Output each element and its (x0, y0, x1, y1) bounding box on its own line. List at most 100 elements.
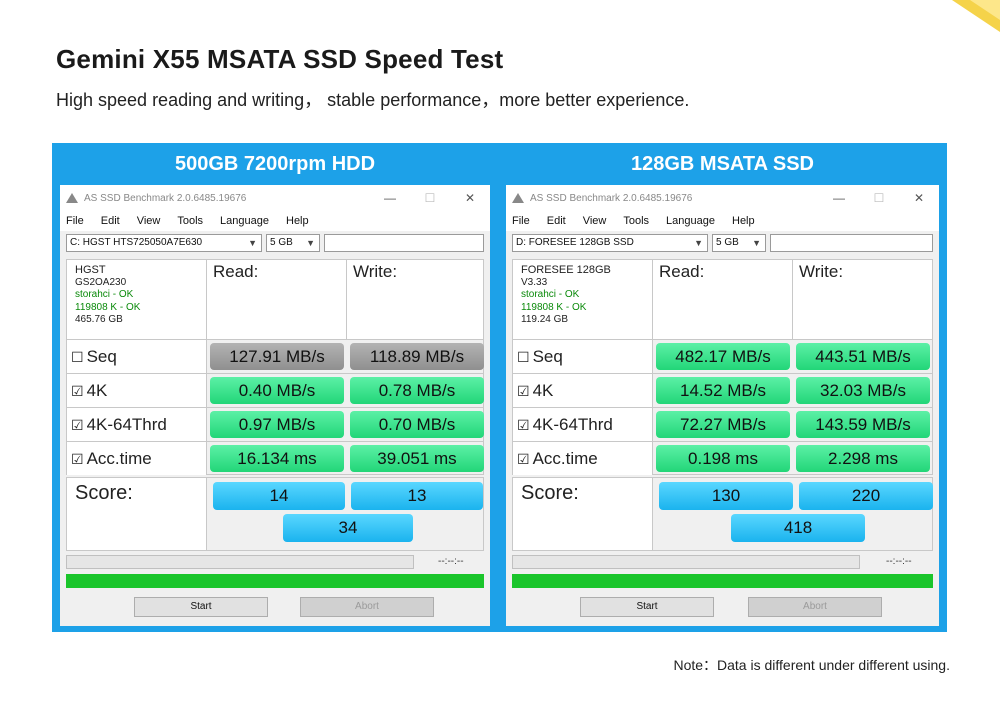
write-value: 118.89 MB/s (350, 343, 484, 370)
drive-select[interactable]: D: FORESEE 128GB SSD ▼ (512, 234, 708, 252)
test-label[interactable]: ☑ Acc.time (67, 442, 207, 475)
test-name: Seq (86, 347, 117, 366)
read-header: Read: (207, 260, 347, 340)
read-value: 0.97 MB/s (210, 411, 344, 438)
checkbox-icon[interactable]: ☑ (71, 417, 84, 433)
close-icon[interactable]: ✕ (464, 191, 476, 205)
status-bar (512, 574, 933, 588)
status-bar (66, 574, 484, 588)
test-label[interactable]: ☑ 4K (67, 374, 207, 407)
results-grid: HGST GS2OA230 storahci - OK 119808 K - O… (66, 259, 484, 475)
read-value: 16.134 ms (210, 445, 344, 472)
menu-file[interactable]: File (512, 215, 530, 227)
extra-field[interactable] (324, 234, 484, 252)
checkbox-icon[interactable]: ☐ (517, 349, 530, 365)
test-row-seq: ☐ Seq 127.91 MB/s 118.89 MB/s (67, 340, 484, 374)
abort-button[interactable]: Abort (300, 597, 434, 617)
score-read: 130 (659, 482, 793, 510)
window-titlebar: AS SSD Benchmark 2.0.6485.19676 — ☐ ✕ (506, 185, 939, 211)
menu-tools[interactable]: Tools (623, 215, 650, 227)
menu-help[interactable]: Help (286, 215, 309, 227)
start-button[interactable]: Start (134, 597, 268, 617)
close-icon[interactable]: ✕ (913, 191, 925, 205)
ssd-panel: 128GB MSATA SSD AS SSD Benchmark 2.0.648… (498, 143, 947, 632)
menu-help[interactable]: Help (732, 215, 755, 227)
menu-view[interactable]: View (136, 215, 161, 227)
size-select[interactable]: 5 GB ▼ (266, 234, 320, 252)
write-header: Write: (347, 260, 483, 340)
test-label[interactable]: ☑ 4K (513, 374, 653, 407)
window-title: AS SSD Benchmark 2.0.6485.19676 (84, 192, 247, 204)
checkbox-icon[interactable]: ☑ (517, 383, 530, 399)
test-label[interactable]: ☑ Acc.time (513, 442, 653, 475)
drive-name: HGST (75, 264, 106, 276)
alignment-status: 119808 K - OK (521, 301, 587, 313)
checkbox-icon[interactable]: ☑ (71, 383, 84, 399)
size-select-value: 5 GB (716, 237, 739, 248)
maximize-icon[interactable]: ☐ (873, 191, 885, 205)
test-label[interactable]: ☑ 4K-64Thrd (67, 408, 207, 441)
corner-tag-decoration (952, 0, 1000, 32)
menu-edit[interactable]: Edit (100, 215, 120, 227)
write-value: 0.78 MB/s (350, 377, 484, 404)
panel-banner: 500GB 7200rpm HDD (174, 153, 376, 175)
start-button[interactable]: Start (580, 597, 714, 617)
score-total: 418 (731, 514, 865, 542)
checkbox-icon[interactable]: ☑ (71, 451, 84, 467)
menu-bar: File Edit View Tools Language Help (506, 211, 939, 231)
test-label[interactable]: ☐ Seq (513, 340, 653, 373)
test-row-4k64: ☑ 4K-64Thrd 0.97 MB/s 0.70 MB/s (67, 408, 484, 442)
chevron-down-icon: ▼ (306, 238, 315, 248)
read-value: 72.27 MB/s (656, 411, 790, 438)
chevron-down-icon: ▼ (694, 238, 703, 248)
test-row-acctime: ☑ Acc.time 16.134 ms 39.051 ms (67, 442, 484, 476)
app-icon (512, 193, 524, 203)
test-name: 4K-64Thrd (532, 415, 613, 434)
read-value: 14.52 MB/s (656, 377, 790, 404)
menu-language[interactable]: Language (666, 215, 715, 227)
results-grid: FORESEE 128GB V3.33 storahci - OK 119808… (512, 259, 933, 475)
size-select[interactable]: 5 GB ▼ (712, 234, 766, 252)
test-label[interactable]: ☐ Seq (67, 340, 207, 373)
progress-bar (512, 555, 860, 569)
test-row-seq: ☐ Seq 482.17 MB/s 443.51 MB/s (513, 340, 932, 374)
menu-edit[interactable]: Edit (546, 215, 566, 227)
menu-view[interactable]: View (582, 215, 607, 227)
minimize-icon[interactable]: — (833, 191, 845, 205)
drive-capacity: 465.76 GB (75, 314, 123, 325)
test-row-acctime: ☑ Acc.time 0.198 ms 2.298 ms (513, 442, 932, 476)
page-title: Gemini X55 MSATA SSD Speed Test (56, 44, 504, 74)
drive-name: FORESEE 128GB (521, 264, 611, 276)
hdd-panel: 500GB 7200rpm HDD AS SSD Benchmark 2.0.6… (52, 143, 498, 632)
menu-language[interactable]: Language (220, 215, 269, 227)
checkbox-icon[interactable]: ☑ (517, 417, 530, 433)
alignment-status: 119808 K - OK (75, 301, 141, 313)
abort-button[interactable]: Abort (748, 597, 882, 617)
drive-info: FORESEE 128GB V3.33 storahci - OK 119808… (513, 260, 653, 340)
test-name: 4K (532, 381, 554, 400)
benchmark-window: AS SSD Benchmark 2.0.6485.19676 — ☐ ✕ Fi… (60, 185, 490, 626)
toolbar-row: C: HGST HTS725050A7E630 ▼ 5 GB ▼ (66, 234, 484, 252)
read-value: 0.198 ms (656, 445, 790, 472)
footnote: Note：Data is different under different u… (673, 657, 950, 673)
drive-capacity: 119.24 GB (521, 314, 569, 325)
checkbox-icon[interactable]: ☐ (71, 349, 84, 365)
drive-firmware: V3.33 (521, 276, 548, 288)
test-name: 4K (86, 381, 108, 400)
page-subtitle: High speed reading and writing， stable p… (56, 90, 690, 110)
driver-status: storahci - OK (521, 289, 580, 300)
test-name: 4K-64Thrd (86, 415, 167, 434)
read-value: 482.17 MB/s (656, 343, 790, 370)
drive-select[interactable]: C: HGST HTS725050A7E630 ▼ (66, 234, 262, 252)
minimize-icon[interactable]: — (384, 191, 396, 205)
chevron-down-icon: ▼ (752, 238, 761, 248)
drive-info: HGST GS2OA230 storahci - OK 119808 K - O… (67, 260, 207, 340)
write-value: 443.51 MB/s (796, 343, 930, 370)
test-label[interactable]: ☑ 4K-64Thrd (513, 408, 653, 441)
checkbox-icon[interactable]: ☑ (517, 451, 530, 467)
extra-field[interactable] (770, 234, 933, 252)
menu-tools[interactable]: Tools (177, 215, 204, 227)
menu-file[interactable]: File (66, 215, 84, 227)
maximize-icon[interactable]: ☐ (424, 191, 436, 205)
test-name: Acc.time (532, 449, 598, 468)
